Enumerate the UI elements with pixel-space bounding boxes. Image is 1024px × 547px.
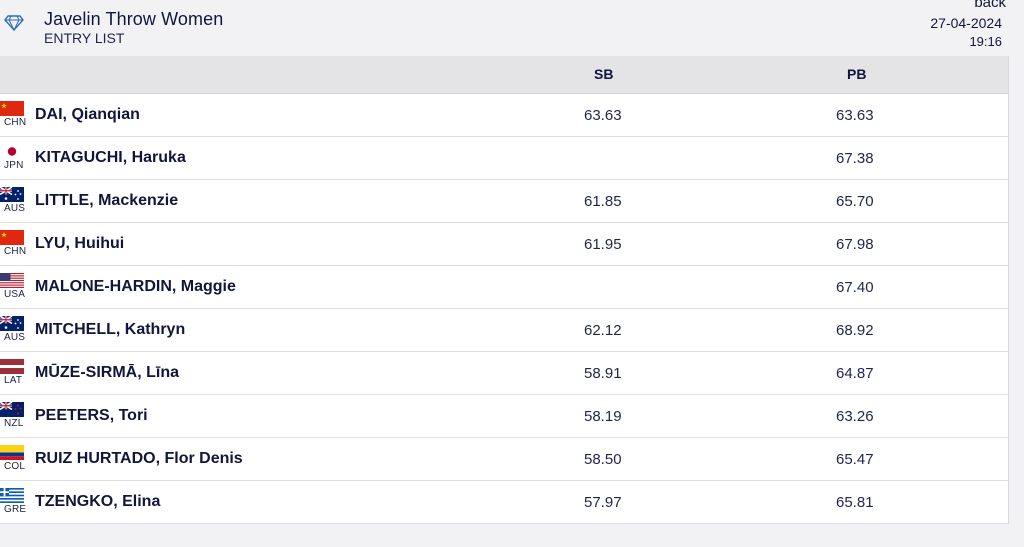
country-code: LAT xyxy=(4,375,23,386)
personal-best-value: 65.47 xyxy=(836,451,874,468)
personal-best-value: 64.87 xyxy=(836,365,874,382)
season-best-value: 58.50 xyxy=(584,451,622,468)
table-row[interactable]: JPN KITAGUCHI, Haruka 67.38 xyxy=(0,137,1008,180)
personal-best-value: 65.81 xyxy=(836,494,874,511)
table-row[interactable]: LAT MŪZE-SIRMĀ, Līna 58.91 64.87 xyxy=(0,352,1008,395)
country-code: NZL xyxy=(4,418,24,429)
time-label: 19:16 xyxy=(969,34,1002,49)
page-title: Javelin Throw Women xyxy=(44,9,224,29)
athlete-name[interactable]: DAI, Qianqian xyxy=(35,106,140,123)
diamond-icon xyxy=(4,15,24,32)
athlete-name[interactable]: KITAGUCHI, Haruka xyxy=(35,149,186,166)
country-code: JPN xyxy=(4,160,24,171)
page-subtitle: ENTRY LIST xyxy=(44,30,125,46)
season-best-value: 61.85 xyxy=(584,193,622,210)
country-code: AUS xyxy=(4,332,26,343)
date-label: 27-04-2024 xyxy=(930,15,1002,31)
personal-best-value: 67.38 xyxy=(836,150,874,167)
table-body: CHN DAI, Qianqian 63.63 63.63 JPN KITAGUCHI, … xyxy=(0,94,1008,524)
table-row[interactable]: USA MALONE-HARDIN, Maggie 67.40 xyxy=(0,266,1008,309)
flag-aus-icon xyxy=(0,316,24,331)
page-header: Javelin Throw Women ENTRY LIST back 27-0… xyxy=(0,0,1024,56)
back-link[interactable]: back xyxy=(974,0,1006,11)
table-header: SB PB xyxy=(0,56,1008,94)
personal-best-value: 68.92 xyxy=(836,322,874,339)
flag-nzl-icon xyxy=(0,402,24,417)
personal-best-value: 67.98 xyxy=(836,236,874,253)
flag-usa-icon xyxy=(0,273,24,288)
table-row[interactable]: AUS MITCHELL, Kathryn 62.12 68.92 xyxy=(0,309,1008,352)
season-best-value: 58.19 xyxy=(584,408,622,425)
season-best-value: 63.63 xyxy=(584,107,622,124)
flag-jpn-icon xyxy=(0,144,24,159)
athlete-name[interactable]: MALONE-HARDIN, Maggie xyxy=(35,278,236,295)
season-best-value: 61.95 xyxy=(584,236,622,253)
entry-list-table: SB PB CHN DAI, Qianqian 63.63 63.63 JPN KITAG… xyxy=(0,56,1009,524)
season-best-value: 58.91 xyxy=(584,365,622,382)
flag-col-icon xyxy=(0,445,24,460)
column-header-pb: PB xyxy=(847,66,867,82)
table-row[interactable]: COL RUIZ HURTADO, Flor Denis 58.50 65.47 xyxy=(0,438,1008,481)
table-row[interactable]: AUS LITTLE, Mackenzie 61.85 65.70 xyxy=(0,180,1008,223)
table-row[interactable]: CHN DAI, Qianqian 63.63 63.63 xyxy=(0,94,1008,137)
flag-chn-icon xyxy=(0,230,24,245)
athlete-name[interactable]: MŪZE-SIRMĀ, Līna xyxy=(35,364,179,381)
athlete-name[interactable]: LYU, Huihui xyxy=(35,235,125,252)
athlete-name[interactable]: RUIZ HURTADO, Flor Denis xyxy=(35,450,243,467)
season-best-value: 57.97 xyxy=(584,494,622,511)
table-row[interactable]: CHN LYU, Huihui 61.95 67.98 xyxy=(0,223,1008,266)
personal-best-value: 63.63 xyxy=(836,107,874,124)
athlete-name[interactable]: LITTLE, Mackenzie xyxy=(35,192,179,209)
country-code: AUS xyxy=(4,203,26,214)
country-code: COL xyxy=(4,461,26,472)
country-code: USA xyxy=(4,289,26,300)
country-code: CHN xyxy=(4,117,27,128)
season-best-value: 62.12 xyxy=(584,322,622,339)
athlete-name[interactable]: PEETERS, Tori xyxy=(35,407,148,424)
column-header-sb: SB xyxy=(594,66,614,82)
table-row[interactable]: GRE TZENGKO, Elina 57.97 65.81 xyxy=(0,481,1008,524)
athlete-name[interactable]: TZENGKO, Elina xyxy=(35,493,161,510)
personal-best-value: 63.26 xyxy=(836,408,874,425)
flag-gre-icon xyxy=(0,488,24,503)
table-row[interactable]: NZL PEETERS, Tori 58.19 63.26 xyxy=(0,395,1008,438)
athlete-name[interactable]: MITCHELL, Kathryn xyxy=(35,321,186,338)
personal-best-value: 67.40 xyxy=(836,279,874,296)
flag-aus-icon xyxy=(0,187,24,202)
personal-best-value: 65.70 xyxy=(836,193,874,210)
country-code: GRE xyxy=(4,504,27,515)
flag-chn-icon xyxy=(0,101,24,116)
country-code: CHN xyxy=(4,246,27,257)
flag-lat-icon xyxy=(0,359,24,374)
